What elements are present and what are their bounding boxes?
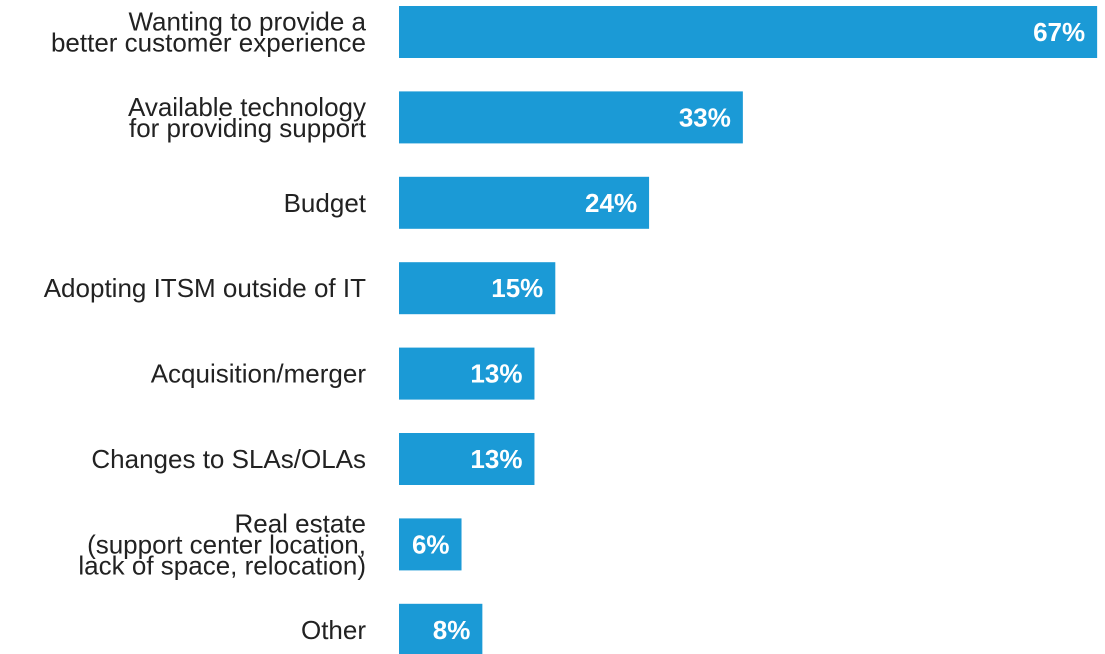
category-label-line: Adopting ITSM outside of IT	[44, 273, 366, 303]
category-label-line: Budget	[284, 188, 367, 218]
bar-7	[399, 603, 483, 654]
category-label-line: Changes to SLAs/OLAs	[91, 444, 366, 474]
bar-1	[399, 91, 743, 144]
category-label-2: Budget	[284, 188, 367, 218]
category-label-7: Other	[301, 615, 366, 645]
bar-3	[399, 262, 556, 315]
category-label-5: Changes to SLAs/OLAs	[91, 444, 366, 474]
bar-6	[399, 518, 462, 571]
bar-5	[399, 433, 535, 485]
category-label-line: Acquisition/merger	[151, 359, 367, 389]
value-label-3: 15%	[491, 273, 543, 303]
bar-2	[399, 176, 650, 229]
bar-4	[399, 347, 535, 400]
category-label-line: (support center location,	[87, 529, 366, 559]
category-label-line: better customer experience	[51, 28, 366, 58]
category-label-line: for providing support	[129, 113, 367, 143]
category-label-6: Real estate (support center location, lack…	[78, 508, 366, 580]
category-label-line: lack of space, relocation)	[78, 550, 366, 580]
category-label-0: Wanting to provide a better customer expe…	[51, 7, 367, 58]
category-label-4: Acquisition/merger	[151, 359, 367, 389]
value-label-5: 13%	[470, 444, 522, 474]
category-label-line: Real estate	[234, 508, 366, 538]
value-label-2: 24%	[585, 188, 637, 218]
value-label-4: 13%	[470, 359, 522, 389]
bar-0	[399, 6, 1098, 58]
value-label-7: 8%	[433, 615, 471, 645]
category-label-line: Wanting to provide a	[128, 7, 366, 37]
category-label-1: Available technology for providing suppor…	[128, 92, 367, 143]
category-label-line: Available technology	[128, 92, 366, 122]
category-label-line: Other	[301, 615, 366, 645]
category-label-3: Adopting ITSM outside of IT	[44, 273, 366, 303]
value-label-1: 33%	[679, 102, 731, 132]
value-label-6: 6%	[412, 529, 450, 559]
value-label-0: 67%	[1033, 17, 1085, 47]
